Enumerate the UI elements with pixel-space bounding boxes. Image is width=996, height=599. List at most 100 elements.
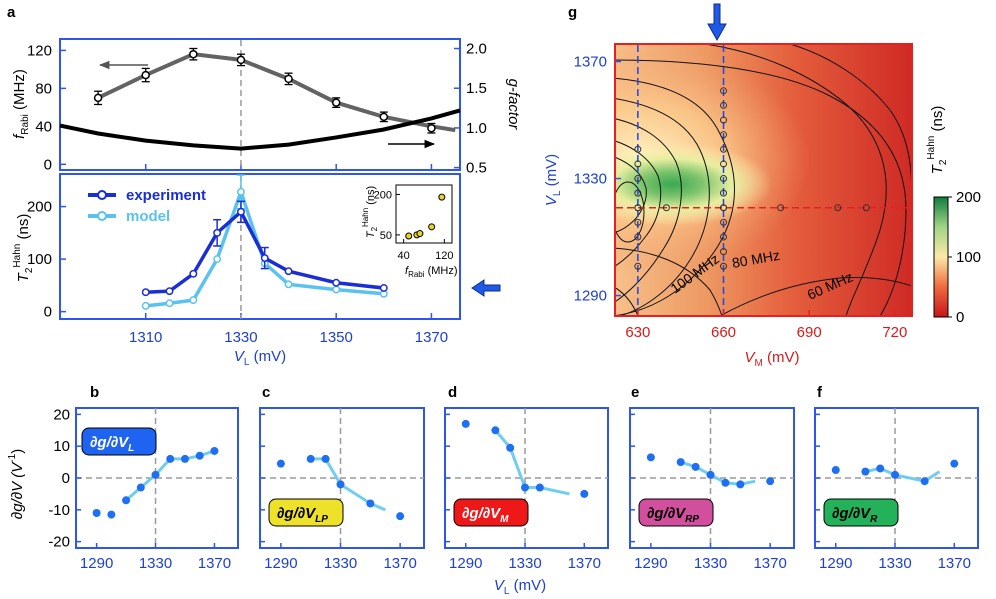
y-tick-label: 0: [62, 470, 70, 487]
frabi-point: [141, 70, 150, 80]
bottom-row-arrow-icon: [471, 279, 501, 297]
x-tick-label: 1370: [383, 555, 416, 572]
x-tick-label: 660: [711, 324, 736, 341]
panel-a-bottom-plot: 1310 1330 1350 1370 0 100 200 experiment model…: [12, 173, 461, 368]
model-point: [165, 299, 174, 308]
colorbar-label: T2Hahn (ns): [926, 106, 949, 175]
data-point: [831, 466, 840, 475]
g-vm: V: [744, 349, 756, 366]
x-tick-label: 1330: [508, 555, 541, 572]
model-point: [141, 301, 150, 310]
data-point: [706, 470, 715, 479]
column-arrow-icon: [707, 3, 727, 42]
panel-d-plot: 1290 1330 1370 ∂g/∂VM: [444, 407, 609, 572]
y-tick-label-left: 120: [27, 42, 52, 59]
frabi-unit: (MHz): [11, 69, 28, 114]
panel-a-bottom-frame: [59, 173, 461, 320]
inset-y-sup: Hahn: [361, 208, 370, 227]
y-tick-label: -20: [48, 534, 70, 551]
panel-label-b: b: [90, 384, 99, 401]
inset-point: [416, 230, 424, 238]
contour-line: [615, 247, 723, 316]
data-point: [195, 451, 204, 460]
data-point: [676, 458, 685, 467]
derivative-badge: [81, 427, 157, 456]
data-point: [861, 467, 870, 476]
data-point: [210, 446, 219, 455]
x-tick-label: 1370: [753, 555, 786, 572]
model-point: [213, 255, 222, 264]
y-tick-label: -10: [48, 502, 70, 519]
y-tick-label: 1370: [574, 54, 607, 71]
y-tick-label: 20: [53, 406, 70, 423]
measurement-point: [720, 87, 728, 95]
measurement-point: [634, 218, 642, 226]
measurement-point: [720, 233, 728, 241]
bx-sub: L: [504, 586, 510, 597]
cb-t: T: [929, 163, 946, 174]
experiment-point: [141, 288, 150, 297]
heatmap-hotspot: [615, 142, 772, 226]
model-point: [332, 285, 341, 294]
x-tick-label: 1310: [129, 329, 162, 346]
legend-experiment-marker: [97, 190, 107, 200]
contour-line: [615, 98, 710, 316]
vl-v: V: [234, 348, 246, 365]
y-tick-label-left: 0: [44, 156, 52, 173]
measurement-point: [634, 204, 642, 212]
panel-f-plot: 1290 1330 1370 ∂g/∂VR: [814, 407, 979, 572]
data-point: [521, 483, 530, 492]
inset-x-sub: Rabi: [408, 270, 425, 279]
data-point: [506, 443, 515, 452]
inset-y-tick-label: 50: [380, 230, 392, 242]
x-tick-label: 1290: [264, 555, 297, 572]
data-point: [646, 453, 655, 462]
data-point: [396, 512, 405, 521]
y-tick-label-right: 1.0: [466, 120, 487, 137]
derivative-label-main: ∂g/∂V: [90, 434, 130, 451]
inset-y-tick-label: 200: [374, 189, 392, 201]
data-point: [491, 426, 500, 435]
derivative-badge: [638, 498, 714, 527]
experiment-point: [332, 278, 341, 287]
measurement-point: [634, 189, 642, 197]
inset-x-tick-label: 40: [398, 250, 410, 262]
frabi-axis-label: fRabi (MHz): [11, 69, 31, 139]
legend-model-label: model: [126, 208, 170, 225]
derivative-label-main: ∂g/∂V: [462, 505, 502, 522]
heatmap-field: [615, 44, 912, 316]
panel-a-x-label: VL (mV): [234, 348, 286, 368]
derivative-label-sub: M: [500, 514, 509, 525]
y-tick-label: 200: [27, 199, 52, 216]
measurement-point: [634, 262, 642, 270]
contour-line: [719, 277, 912, 316]
data-point: [321, 454, 330, 463]
inset-frame: [395, 184, 453, 244]
frabi-point: [93, 93, 103, 103]
x-tick-label: 1290: [819, 555, 852, 572]
inset-x-label: fRabi (MHz): [405, 265, 458, 279]
data-point: [535, 483, 544, 492]
measurement-point: [720, 101, 728, 109]
cb-sub: 2: [938, 159, 949, 165]
model-point: [189, 296, 198, 305]
panel-b-plot: 1290 1330 1370 20 10 0 -10 -20 ∂g/∂VL: [48, 406, 239, 572]
by-sup: -1: [7, 453, 18, 462]
derivative-label-main: ∂g/∂V: [832, 505, 872, 522]
y-tick-label-right: 2.0: [466, 41, 487, 58]
legend-experiment-label: experiment: [126, 187, 206, 204]
experiment-point: [260, 254, 269, 263]
contour-line: [789, 44, 912, 201]
by-main: ∂g/∂V (V: [9, 461, 26, 520]
experiment-point: [165, 287, 174, 296]
frabi-sub: Rabi: [20, 114, 31, 135]
contour-line: [615, 287, 639, 316]
contour-line: [615, 181, 645, 243]
measurement-point: [720, 189, 728, 197]
inset-point: [428, 223, 436, 231]
x-tick-label: 1370: [415, 329, 448, 346]
measurement-point: [634, 145, 642, 153]
x-tick-label: 1350: [320, 329, 353, 346]
t2-axis-label: T2Hahn (ns): [12, 214, 35, 283]
g-vl-unit: (mV): [543, 154, 560, 191]
